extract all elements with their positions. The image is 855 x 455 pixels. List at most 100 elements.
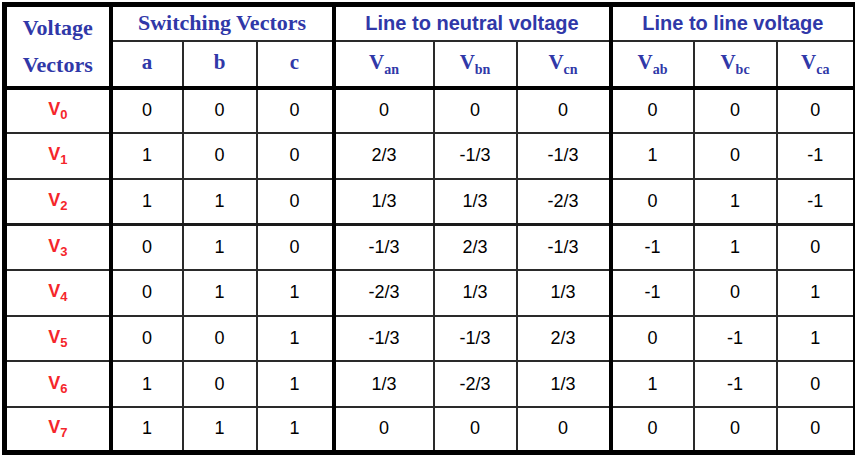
table-row: V21101/31/3-2/301-1 [5, 179, 855, 225]
value-cell: 0 [777, 224, 855, 270]
value-cell: 0 [111, 88, 183, 134]
group-header-line-neutral: Line to neutral voltage [334, 5, 611, 41]
vector-label: V6 [5, 361, 111, 407]
group-header-row: Voltage Vectors Switching Vectors Line t… [5, 5, 855, 41]
value-cell: 0 [777, 407, 855, 453]
value-cell: 0 [694, 407, 777, 453]
column-header: a [111, 41, 183, 88]
table-row: V61011/3-2/31/31-10 [5, 361, 855, 407]
value-cell: 0 [517, 407, 611, 453]
value-cell: 0 [611, 88, 694, 134]
value-cell: 0 [257, 179, 334, 225]
value-cell: 2/3 [517, 316, 611, 362]
value-cell: -1 [694, 316, 777, 362]
value-cell: -1/3 [517, 133, 611, 179]
value-cell: 2/3 [334, 133, 434, 179]
value-cell: 0 [183, 316, 257, 362]
value-cell: 0 [694, 270, 777, 316]
column-header: Van [334, 41, 434, 88]
value-cell: 0 [611, 179, 694, 225]
value-cell: 1 [257, 407, 334, 453]
value-cell: -1 [611, 224, 694, 270]
value-cell: 0 [517, 88, 611, 134]
value-cell: -1/3 [434, 133, 517, 179]
value-cell: 0 [434, 88, 517, 134]
value-cell: 0 [111, 316, 183, 362]
table-row: V3010-1/32/3-1/3-110 [5, 224, 855, 270]
corner-line2: Vectors [23, 52, 93, 77]
value-cell: 1/3 [434, 270, 517, 316]
value-cell: -2/3 [517, 179, 611, 225]
value-cell: 1 [183, 179, 257, 225]
table-row: V5001-1/3-1/32/30-11 [5, 316, 855, 362]
vector-label: V7 [5, 407, 111, 453]
value-cell: -1/3 [334, 316, 434, 362]
vector-label: V4 [5, 270, 111, 316]
value-cell: 0 [183, 133, 257, 179]
value-cell: 0 [257, 224, 334, 270]
value-cell: 0 [777, 88, 855, 134]
value-cell: 1/3 [334, 179, 434, 225]
value-cell: 0 [611, 407, 694, 453]
column-header: Vca [777, 41, 855, 88]
corner-header: Voltage Vectors [5, 5, 111, 88]
value-cell: 1 [257, 270, 334, 316]
value-cell: 0 [334, 88, 434, 134]
value-cell: -2/3 [334, 270, 434, 316]
table-row: V7111000000 [5, 407, 855, 453]
value-cell: 1 [183, 224, 257, 270]
value-cell: -1 [777, 133, 855, 179]
group-header-line-line: Line to line voltage [611, 5, 855, 41]
value-cell: 0 [694, 133, 777, 179]
value-cell: 1 [111, 407, 183, 453]
value-cell: 1 [183, 407, 257, 453]
value-cell: -1 [694, 361, 777, 407]
value-cell: 0 [434, 407, 517, 453]
value-cell: 0 [257, 133, 334, 179]
value-cell: 0 [111, 270, 183, 316]
value-cell: -1/3 [334, 224, 434, 270]
value-cell: 1 [611, 133, 694, 179]
value-cell: 0 [611, 316, 694, 362]
vector-label: V5 [5, 316, 111, 362]
value-cell: 0 [257, 88, 334, 134]
vector-label: V3 [5, 224, 111, 270]
value-cell: -1/3 [434, 316, 517, 362]
value-cell: -2/3 [434, 361, 517, 407]
value-cell: 1 [183, 270, 257, 316]
vector-label: V1 [5, 133, 111, 179]
column-header: Vbn [434, 41, 517, 88]
value-cell: 1 [111, 133, 183, 179]
value-cell: 1 [694, 179, 777, 225]
value-cell: 0 [183, 361, 257, 407]
value-cell: 0 [777, 361, 855, 407]
corner-line1: Voltage [23, 15, 93, 40]
vector-label: V0 [5, 88, 111, 134]
value-cell: 1/3 [434, 179, 517, 225]
value-cell: 1/3 [517, 270, 611, 316]
value-cell: 1 [257, 316, 334, 362]
value-cell: 1/3 [334, 361, 434, 407]
column-header: Vbc [694, 41, 777, 88]
value-cell: -1 [777, 179, 855, 225]
value-cell: 1 [694, 224, 777, 270]
voltage-vector-table: Voltage Vectors Switching Vectors Line t… [2, 2, 855, 455]
value-cell: 1 [111, 179, 183, 225]
value-cell: 2/3 [434, 224, 517, 270]
value-cell: 0 [694, 88, 777, 134]
value-cell: -1/3 [517, 224, 611, 270]
table-body: V0000000000V11002/3-1/3-1/310-1V21101/31… [5, 88, 855, 453]
table-row: V11002/3-1/3-1/310-1 [5, 133, 855, 179]
group-header-switching: Switching Vectors [111, 5, 334, 41]
value-cell: 1 [111, 361, 183, 407]
value-cell: 1 [257, 361, 334, 407]
value-cell: 0 [183, 88, 257, 134]
column-header: c [257, 41, 334, 88]
value-cell: 1 [777, 316, 855, 362]
table-row: V0000000000 [5, 88, 855, 134]
value-cell: 1/3 [517, 361, 611, 407]
value-cell: 0 [111, 224, 183, 270]
sub-header-row: abcVanVbnVcnVabVbcVca [5, 41, 855, 88]
table-row: V4011-2/31/31/3-101 [5, 270, 855, 316]
value-cell: 1 [777, 270, 855, 316]
